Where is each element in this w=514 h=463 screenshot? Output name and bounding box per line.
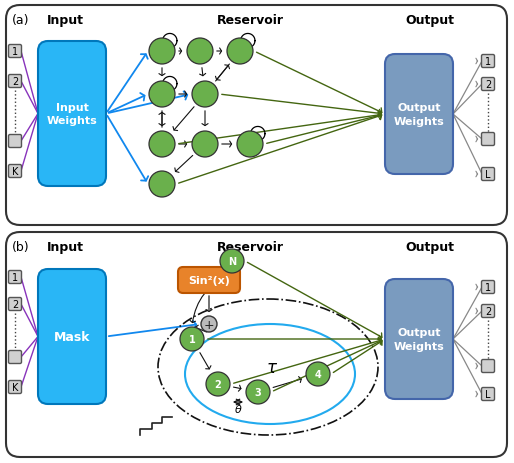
Text: 1: 1 xyxy=(12,272,18,282)
Text: Mask: Mask xyxy=(54,330,90,343)
Circle shape xyxy=(149,131,175,158)
Text: 1: 1 xyxy=(485,57,491,67)
Text: Input: Input xyxy=(46,240,83,253)
FancyBboxPatch shape xyxy=(9,75,22,88)
Text: L: L xyxy=(485,389,491,399)
FancyBboxPatch shape xyxy=(38,42,106,187)
Text: 1: 1 xyxy=(12,47,18,57)
Circle shape xyxy=(227,39,253,65)
Text: Input: Input xyxy=(46,14,83,27)
FancyBboxPatch shape xyxy=(482,133,494,146)
Text: Reservoir: Reservoir xyxy=(216,14,284,27)
Circle shape xyxy=(149,172,175,198)
FancyBboxPatch shape xyxy=(482,305,494,318)
Circle shape xyxy=(237,131,263,158)
Text: N: N xyxy=(228,257,236,267)
Circle shape xyxy=(192,131,218,158)
Text: Output
Weights: Output Weights xyxy=(394,328,445,351)
Text: Reservoir: Reservoir xyxy=(216,240,284,253)
FancyBboxPatch shape xyxy=(9,135,22,148)
FancyBboxPatch shape xyxy=(482,281,494,294)
FancyBboxPatch shape xyxy=(385,55,453,175)
Text: 2: 2 xyxy=(12,77,18,87)
Text: τ: τ xyxy=(267,358,277,376)
Circle shape xyxy=(306,362,330,386)
FancyBboxPatch shape xyxy=(9,45,22,58)
FancyBboxPatch shape xyxy=(482,78,494,91)
Text: +: + xyxy=(204,319,214,332)
FancyBboxPatch shape xyxy=(9,271,22,284)
FancyBboxPatch shape xyxy=(482,360,494,373)
FancyBboxPatch shape xyxy=(9,381,22,394)
Circle shape xyxy=(149,82,175,108)
FancyBboxPatch shape xyxy=(385,279,453,399)
Circle shape xyxy=(187,39,213,65)
Text: Output: Output xyxy=(406,14,454,27)
Text: K: K xyxy=(12,382,18,392)
Text: (a): (a) xyxy=(12,14,29,27)
Text: 4: 4 xyxy=(315,369,321,380)
FancyBboxPatch shape xyxy=(178,268,240,294)
Text: 1: 1 xyxy=(189,335,195,345)
FancyBboxPatch shape xyxy=(482,56,494,69)
FancyBboxPatch shape xyxy=(482,168,494,181)
Circle shape xyxy=(192,82,218,108)
Circle shape xyxy=(201,316,217,332)
Text: (b): (b) xyxy=(12,240,30,253)
FancyBboxPatch shape xyxy=(9,165,22,178)
Text: 2: 2 xyxy=(215,380,222,390)
Text: K: K xyxy=(12,167,18,176)
Circle shape xyxy=(220,250,244,274)
Text: 3: 3 xyxy=(254,388,262,398)
Text: 2: 2 xyxy=(485,80,491,90)
FancyBboxPatch shape xyxy=(9,298,22,311)
Text: 2: 2 xyxy=(12,300,18,309)
Circle shape xyxy=(206,372,230,396)
Text: Output: Output xyxy=(406,240,454,253)
Circle shape xyxy=(180,327,204,351)
FancyBboxPatch shape xyxy=(9,351,22,364)
FancyBboxPatch shape xyxy=(6,6,507,225)
FancyBboxPatch shape xyxy=(38,269,106,404)
Text: L: L xyxy=(485,169,491,180)
Text: θ: θ xyxy=(234,404,242,414)
Text: 2: 2 xyxy=(485,307,491,316)
FancyBboxPatch shape xyxy=(6,232,507,457)
Text: Output
Weights: Output Weights xyxy=(394,103,445,126)
Text: Sin²(x): Sin²(x) xyxy=(188,275,230,285)
Circle shape xyxy=(149,39,175,65)
FancyBboxPatch shape xyxy=(482,388,494,400)
Text: 1: 1 xyxy=(485,282,491,292)
Text: Input
Weights: Input Weights xyxy=(47,103,97,126)
Circle shape xyxy=(246,380,270,404)
